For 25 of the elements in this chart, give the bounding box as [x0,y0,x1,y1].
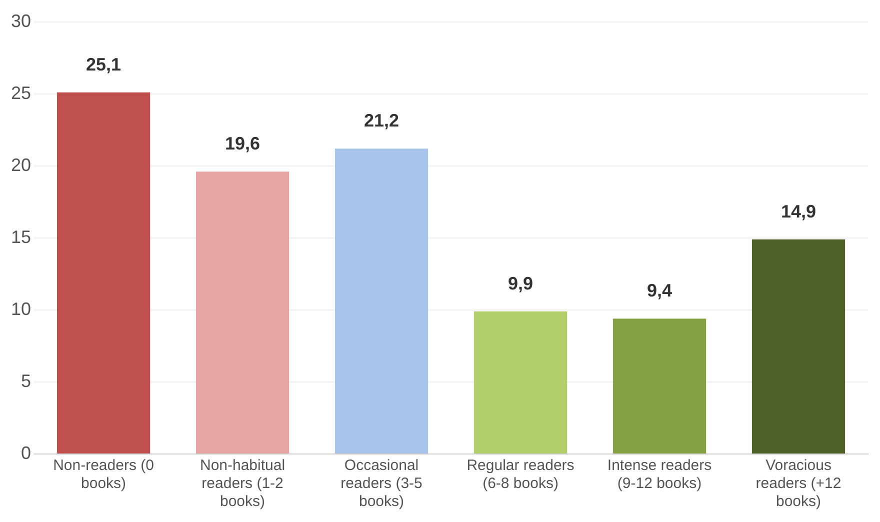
data-label: 9,4 [646,280,672,301]
y-tick-label: 30 [10,10,32,31]
data-label: 21,2 [364,110,400,131]
y-tick-label: 5 [21,370,32,391]
y-tick-label: 0 [21,442,32,463]
bar [56,92,150,454]
data-label: 14,9 [780,201,816,222]
bar [474,311,568,454]
x-tick-label: Voracious readers (+12 books) [756,457,842,510]
x-tick-label: Non-habitual readers (1-2 books) [200,457,286,510]
bar [612,318,706,454]
x-tick-label: Intense readers (9-12 books) [607,457,712,492]
bar [752,239,846,454]
data-label: 9,9 [508,273,534,294]
y-tick-label: 20 [10,154,32,175]
x-tick-label: Non-readers (0 books) [53,457,154,492]
data-label: 19,6 [224,134,260,154]
data-label: 25,1 [86,54,122,74]
x-tick-label: Occasional readers (3-5 books) [340,457,422,510]
y-tick-label: 10 [10,298,32,319]
bar [196,172,290,454]
y-tick-label: 15 [10,226,32,247]
y-tick-label: 25 [10,82,32,103]
bar [334,148,428,454]
x-tick-label: Regular readers (6-8 books) [466,457,574,492]
